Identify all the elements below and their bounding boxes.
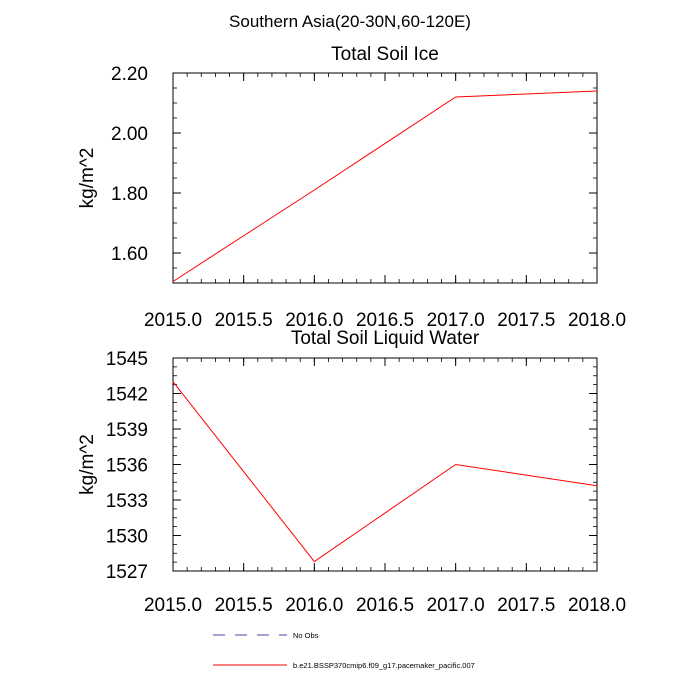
x-tick-label: 2015.5 [215,310,273,331]
figure-title: Southern Asia(20-30N,60-120E) [229,12,471,31]
x-tick-label: 2017.5 [497,595,555,616]
y-tick-label: 1527 [106,562,148,583]
y-axis-label: kg/m^2 [77,434,98,495]
x-tick-label: 2016.5 [356,310,414,331]
legend-label-no-obs: No Obs [293,631,319,640]
panel-total-soil-ice: Total Soil Ice kg/m^2 2015.0 2015.5 2016.0 20… [77,44,626,331]
x-tick-label: 2017.0 [427,310,485,331]
series-line [172,90,598,282]
x-tick-label: 2016.5 [356,595,414,616]
y-tick-label: 1536 [106,456,148,477]
y-tick-label: 1530 [106,527,148,548]
y-axis-label: kg/m^2 [77,148,98,209]
x-tick-label: 2015.0 [144,595,202,616]
y-tick-label: 2.20 [111,64,148,85]
panel-total-soil-liquid-water: Total Soil Liquid Water kg/m^2 2015.0 2015.… [77,328,626,616]
plot-frame [172,72,598,284]
panel-title: Total Soil Ice [331,44,439,65]
x-tick-label: 2016.0 [285,310,343,331]
legend: No Obs b.e21.BSSP370cmip6.f09_g17.pacema… [213,631,475,670]
x-tick-label: 2015.0 [144,310,202,331]
series-line [172,381,598,563]
x-tick-label: 2018.0 [568,310,626,331]
y-tick-label: 2.00 [111,124,148,145]
legend-label-model: b.e21.BSSP370cmip6.f09_g17.pacemaker_pac… [293,661,475,670]
x-tick-label: 2017.5 [497,310,555,331]
y-tick-label: 1.60 [111,244,148,265]
panel-title: Total Soil Liquid Water [291,328,480,349]
plot-frame [172,357,598,572]
x-tick-label: 2017.0 [427,595,485,616]
y-tick-label: 1545 [106,349,148,370]
y-tick-label: 1.80 [111,184,148,205]
x-tick-label: 2015.5 [215,595,273,616]
y-tick-label: 1539 [106,420,148,441]
y-tick-label: 1533 [106,491,148,512]
y-tick-label: 1542 [106,385,148,406]
x-tick-label: 2018.0 [568,595,626,616]
x-tick-label: 2016.0 [285,595,343,616]
